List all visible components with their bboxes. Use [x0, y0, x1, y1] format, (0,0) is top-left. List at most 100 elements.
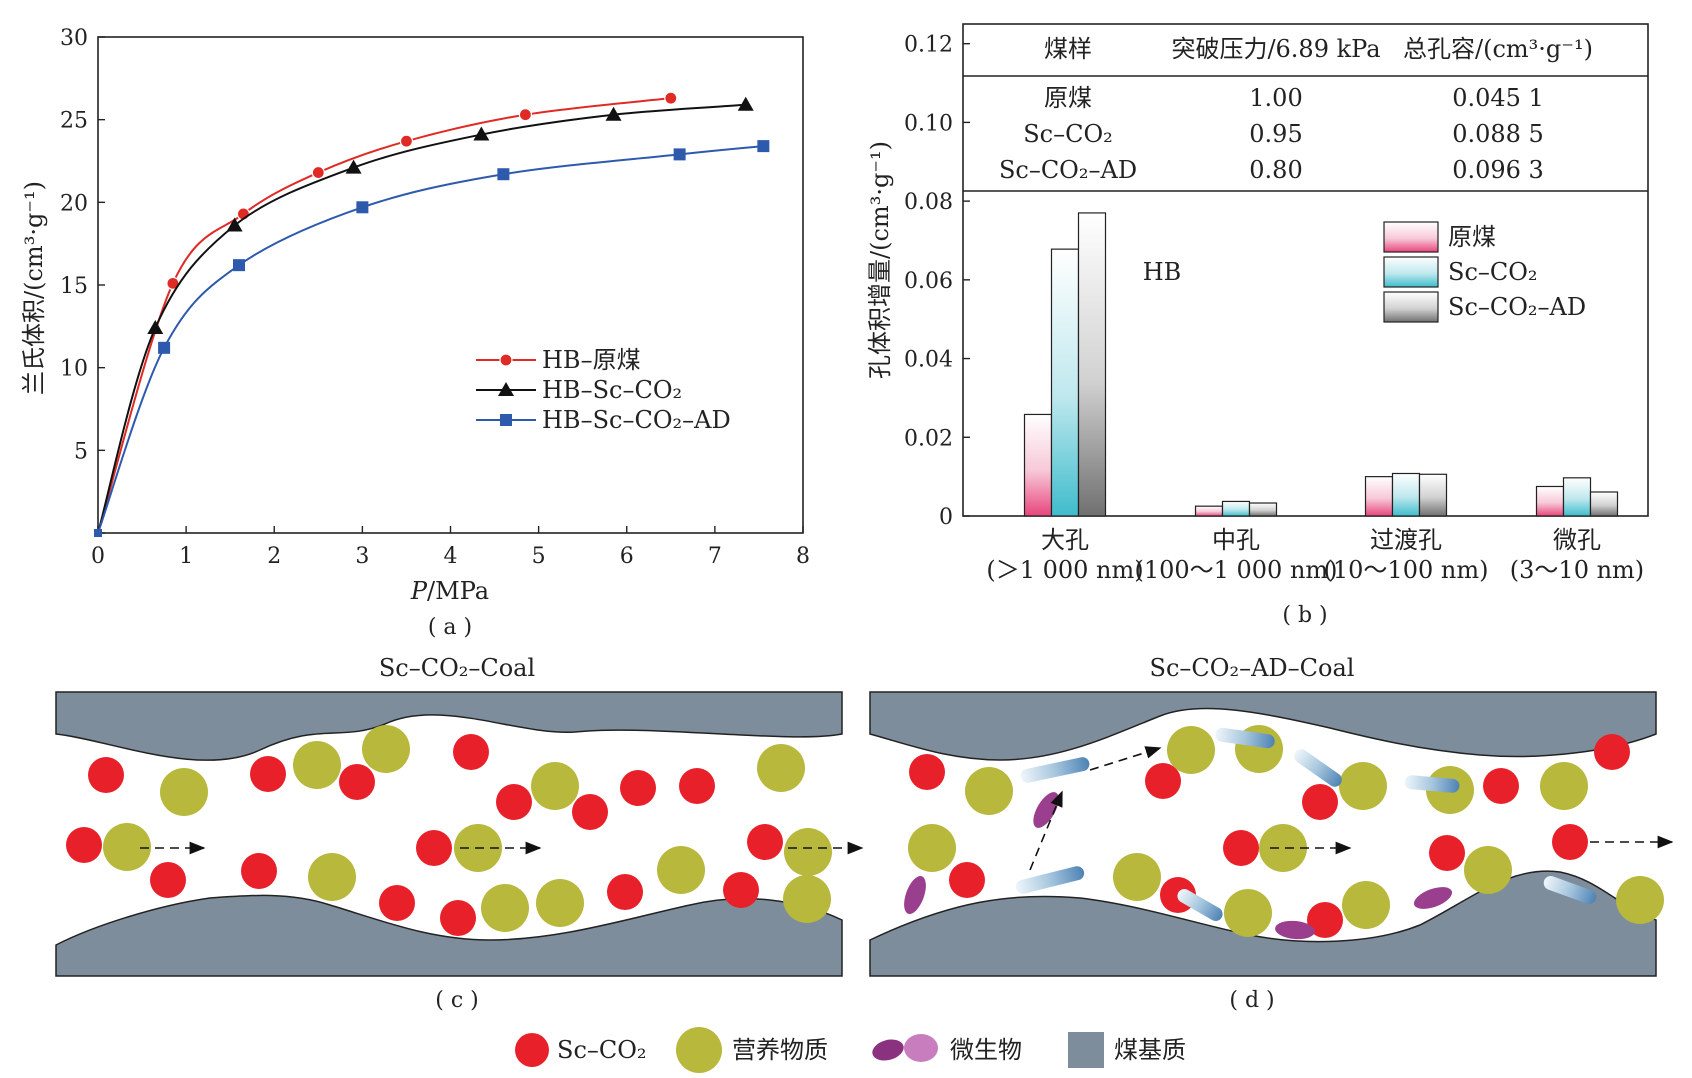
y-tick-label-a: 25 — [60, 109, 88, 134]
nutrient-particle — [1339, 762, 1387, 810]
data-point-2 — [226, 217, 243, 232]
table-cell: 1.00 — [1249, 84, 1302, 112]
co2-particle — [1307, 902, 1343, 938]
co2-particle — [1483, 768, 1519, 804]
legend-marker-a-2 — [498, 382, 514, 396]
x-axis-label-a: P/MPa — [410, 577, 489, 605]
co2-particle — [909, 754, 945, 790]
matrix-legend-icon — [1068, 1032, 1104, 1068]
x-tick-label-a: 7 — [708, 544, 722, 569]
x-category-label: 大孔 — [1041, 526, 1089, 554]
data-point-3 — [233, 259, 245, 272]
microbe-shape — [1275, 920, 1315, 940]
data-point-1 — [311, 165, 325, 180]
legend-label-nutrient: 营养物质 — [732, 1036, 828, 1064]
nutrient-particle — [757, 744, 805, 792]
y-tick-label-b: 0.10 — [904, 111, 953, 136]
panel-b-bar-chart: 煤样 突破压力/6.89 kPa 总孔容/(cm³·g⁻¹) 原煤 1.00 0.045 … — [866, 23, 1649, 628]
nutrient-particle — [784, 828, 832, 876]
nutrient-particle — [1224, 889, 1272, 937]
y-tick-label-b: 0.02 — [904, 426, 953, 451]
bar-微孔-2 — [1562, 477, 1592, 517]
legend-swatch-b-2 — [1383, 256, 1439, 288]
co2-particle — [1594, 734, 1630, 770]
bar-过渡孔-3 — [1418, 473, 1448, 517]
flow-arrow — [1089, 746, 1162, 771]
y-tick-label-a: 20 — [60, 191, 88, 216]
y-tick-label-a: 5 — [74, 439, 88, 464]
nutrient-particle — [965, 767, 1013, 815]
legend-label-b-2: Sc–CO₂ — [1448, 258, 1538, 286]
x-tick-label-a: 0 — [91, 544, 105, 569]
bar-大孔-1 — [1023, 413, 1053, 517]
bar-过渡孔-2 — [1391, 472, 1421, 517]
bottom-legend: Sc–CO₂ 营养物质 微生物 煤基质 — [515, 1027, 1186, 1073]
y-tick-label-b: 0.08 — [904, 190, 953, 215]
nutrient-particle — [103, 823, 151, 871]
nutrient-particle — [481, 884, 529, 932]
coal-matrix-bottom-d — [869, 870, 1657, 977]
co2-particle — [607, 874, 643, 910]
legend-label-b-1: 原煤 — [1448, 223, 1496, 251]
series-line-2 — [97, 103, 746, 534]
bacteria-shape — [1543, 875, 1597, 905]
co2-particle — [1552, 824, 1588, 860]
co2-particle — [949, 862, 985, 898]
data-point-3 — [497, 168, 510, 181]
co2-particle — [620, 770, 656, 806]
bacteria-shape — [1015, 866, 1085, 894]
nutrient-particle — [908, 824, 956, 872]
x-category-sublabel: (＞1 000 nm) — [986, 556, 1143, 584]
legend-swatch-b-3 — [1383, 291, 1439, 323]
legend-label-b-3: Sc–CO₂–AD — [1448, 293, 1586, 321]
data-point-2 — [737, 96, 754, 111]
nutrient-particle — [536, 879, 584, 927]
y-tick-label-a: 15 — [60, 274, 88, 299]
nutrient-particle — [1540, 762, 1588, 810]
table-cell: Sc–CO₂–AD — [999, 156, 1137, 184]
microbe-shape — [904, 875, 926, 915]
y-tick-label-b: 0.12 — [904, 33, 953, 58]
co2-particle — [572, 794, 608, 830]
co2-particle — [66, 827, 102, 863]
data-point-3 — [673, 148, 686, 161]
data-point-1 — [399, 134, 414, 148]
nutrient-legend-icon — [676, 1027, 722, 1073]
panel-a-line-chart: 0 1 2 3 4 5 6 7 8 5 10 15 20 25 30 HB–原煤HB–Sc–CO₂HB–S… — [20, 26, 810, 640]
y-axis-label-b: 孔体积增量/(cm³·g⁻¹) — [866, 141, 894, 379]
nutrient-particle — [1616, 876, 1664, 924]
bacteria-shape — [1177, 889, 1223, 921]
nutrient-particle — [657, 846, 705, 894]
co2-particle — [440, 900, 476, 936]
legend-label-microbe: 微生物 — [950, 1036, 1022, 1064]
bacteria-shape — [1404, 775, 1460, 793]
bar-大孔-2 — [1050, 248, 1080, 517]
co2-particle — [88, 757, 124, 793]
table-cell: 0.95 — [1249, 120, 1302, 148]
table-cell: 原煤 — [1044, 84, 1092, 112]
coal-matrix-top-c — [55, 691, 843, 761]
bar-微孔-1 — [1535, 485, 1565, 517]
x-tick-label-a: 6 — [620, 544, 634, 569]
caption-b: ( b ) — [1282, 603, 1327, 628]
table-header: 煤样 — [1044, 35, 1092, 63]
bar-中孔-1 — [1194, 505, 1224, 517]
co2-particle — [416, 830, 452, 866]
bar-微孔-3 — [1589, 491, 1619, 517]
microbe-shape — [1033, 792, 1059, 828]
legend-label-a-2: HB–Sc–CO₂ — [542, 376, 682, 404]
legend-label-a-1: HB–原煤 — [542, 346, 641, 374]
caption-a: ( a ) — [428, 615, 472, 640]
nutrient-particle — [1113, 853, 1161, 901]
bar-中孔-3 — [1248, 502, 1278, 517]
nutrient-particle — [531, 762, 579, 810]
nutrient-particle — [293, 741, 341, 789]
x-tick-label-a: 4 — [444, 544, 458, 569]
x-category-label: 微孔 — [1553, 526, 1601, 554]
legend-label-co2: Sc–CO₂ — [557, 1036, 647, 1064]
bar-中孔-2 — [1221, 500, 1251, 517]
data-point-origin — [94, 529, 102, 537]
co2-particle — [1223, 830, 1259, 866]
co2-particle — [679, 768, 715, 804]
